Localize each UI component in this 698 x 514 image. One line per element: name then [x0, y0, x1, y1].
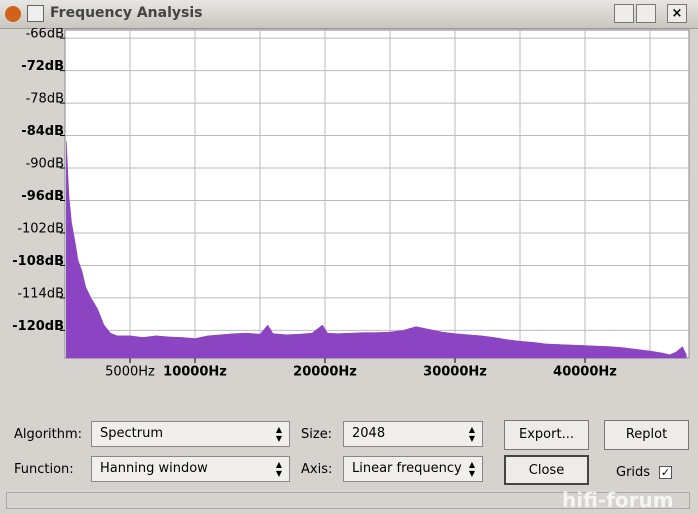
close-button[interactable]: Close — [504, 455, 589, 485]
watermark: hifi-forum — [562, 488, 674, 512]
x-tick-label: 30000Hz — [423, 365, 487, 380]
axis-label: Axis: — [301, 462, 333, 477]
export-button[interactable]: Export... — [504, 420, 589, 450]
window-title: Frequency Analysis — [50, 5, 203, 21]
y-tick-label: -72dB — [21, 59, 64, 74]
size-select[interactable]: 2048 ▲ ▼ — [343, 421, 483, 447]
x-tick-label: 40000Hz — [553, 365, 617, 380]
x-tick-label: 5000Hz — [105, 365, 155, 380]
function-select[interactable]: Hanning window ▲ ▼ — [91, 456, 290, 482]
plot-area — [64, 29, 690, 359]
function-label: Function: — [14, 462, 74, 477]
grids-label: Grids — [616, 465, 651, 480]
size-value: 2048 — [352, 426, 386, 441]
y-tick-label: -108dB — [12, 254, 64, 269]
y-tick-label: -114dB — [17, 286, 64, 301]
replot-button[interactable]: Replot — [604, 420, 689, 450]
chart: -66dB -72dB -78dB -84dB -90dB -96dB -102dB -108… — [12, 28, 690, 380]
spin: ▲ ▼ — [275, 460, 283, 478]
algorithm-select[interactable]: Spectrum ▲ ▼ — [91, 421, 290, 447]
algorithm-label: Algorithm: — [14, 427, 83, 442]
spin: ▲ ▼ — [468, 425, 476, 443]
x-tick-label: 10000Hz — [163, 365, 227, 380]
y-tick-label: -84dB — [21, 124, 64, 139]
close-window-button[interactable]: × — [667, 4, 687, 23]
y-tick-label: -66dB — [26, 28, 64, 42]
axis-value: Linear frequency — [352, 461, 462, 476]
spin: ▲ ▼ — [275, 425, 283, 443]
grids-checkbox[interactable]: ✓ — [659, 466, 672, 479]
y-tick-label: -90dB — [26, 157, 64, 172]
maximize-button[interactable] — [636, 4, 656, 23]
size-label: Size: — [301, 427, 333, 442]
status-bar — [6, 492, 690, 509]
menu-button[interactable] — [27, 5, 44, 22]
app-icon — [5, 6, 21, 22]
title-bar: Frequency Analysis × — [0, 0, 698, 29]
axis-select[interactable]: Linear frequency ▲ ▼ — [343, 456, 483, 482]
y-tick-label: -78dB — [26, 92, 64, 107]
function-value: Hanning window — [100, 461, 208, 476]
minimize-button[interactable] — [614, 4, 634, 23]
y-tick-label: -120dB — [12, 319, 64, 334]
x-tick-label: 20000Hz — [293, 365, 357, 380]
y-tick-label: -96dB — [21, 189, 64, 204]
spin: ▲ ▼ — [468, 460, 476, 478]
algorithm-value: Spectrum — [100, 426, 163, 441]
y-tick-label: -102dB — [17, 221, 64, 236]
spectrum-area — [66, 140, 687, 359]
